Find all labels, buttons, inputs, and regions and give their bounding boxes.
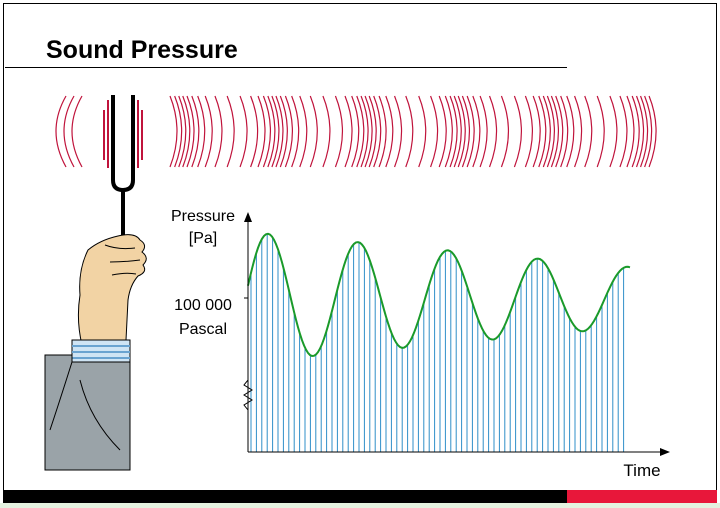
wave-arc — [532, 95, 541, 168]
wave-arc — [368, 95, 377, 168]
wave-arc — [239, 95, 248, 168]
wave-arc — [644, 95, 653, 168]
y-axis-label: Pressure — [171, 208, 235, 225]
footer-bar-black — [3, 490, 567, 503]
wave-arc — [574, 95, 583, 168]
wave-arc — [373, 95, 382, 168]
wave-arc — [299, 95, 308, 168]
wave-arc — [71, 95, 83, 168]
reference-unit: Pascal — [179, 321, 227, 338]
wave-arc — [596, 95, 605, 168]
wave-arc — [635, 95, 645, 168]
wave-arc — [524, 95, 533, 168]
wave-arc — [609, 95, 618, 168]
wave-arc — [257, 95, 266, 168]
wave-arc — [378, 95, 387, 168]
slide-title: Sound Pressure — [46, 36, 238, 64]
x-axis-label: Time — [623, 461, 660, 480]
wave-arc — [560, 95, 569, 168]
wave-arc — [566, 95, 575, 168]
wave-arc — [279, 95, 288, 168]
wave-arc — [648, 95, 657, 168]
wave-arc — [322, 95, 331, 168]
y-axis-unit: [Pa] — [189, 230, 217, 247]
wave-arc — [275, 95, 284, 168]
wave-arc — [418, 95, 427, 168]
wave-arc — [309, 95, 318, 168]
wave-arc — [267, 95, 276, 168]
wave-arc — [334, 95, 343, 168]
wave-arc — [479, 95, 488, 168]
wave-arc — [453, 95, 462, 168]
footer-strip — [0, 503, 720, 508]
wave-arc — [546, 95, 555, 168]
reference-value: 100 000 — [174, 297, 232, 314]
wave-arc — [55, 95, 67, 168]
pressure-bars — [250, 233, 625, 452]
wave-arc — [542, 95, 551, 168]
hand — [44, 234, 147, 471]
wave-arc — [626, 95, 635, 168]
wave-arc — [500, 95, 509, 168]
wave-arc — [169, 95, 178, 168]
wave-arc — [472, 95, 481, 168]
wave-arc — [466, 95, 475, 168]
wave-arc — [538, 95, 547, 168]
wave-arc — [385, 95, 394, 168]
wave-arc — [204, 95, 213, 168]
wave-arc — [430, 95, 439, 168]
wave-arc — [356, 95, 365, 168]
wave-arc — [449, 95, 458, 168]
wave-arc — [444, 95, 453, 168]
wave-arc — [344, 95, 353, 168]
wave-arc — [461, 95, 470, 168]
wave-arc — [226, 95, 235, 168]
wave-arc — [186, 95, 195, 168]
wave-arc — [250, 95, 259, 168]
wave-arc — [284, 95, 293, 168]
wave-arc — [405, 95, 414, 168]
wave-arc — [178, 95, 187, 168]
wave-arc — [182, 95, 191, 168]
wave-arc — [364, 95, 373, 168]
wave-arc — [291, 95, 300, 168]
axes — [243, 212, 670, 456]
wave-arc — [271, 95, 280, 168]
wave-arc — [488, 95, 498, 168]
wave-arc — [63, 95, 75, 168]
pressure-curve — [247, 232, 631, 358]
wave-arc — [197, 95, 206, 168]
sound-waves — [55, 95, 657, 168]
wave-arc — [639, 95, 649, 168]
wave-arc — [619, 95, 628, 168]
wave-arc — [174, 95, 183, 168]
tuning-fork — [103, 95, 143, 240]
wave-arc — [262, 95, 271, 168]
wave-arc — [584, 95, 593, 168]
wave-arc — [513, 95, 522, 168]
wave-arc — [351, 95, 360, 168]
wave-arc — [631, 95, 640, 168]
wave-arc — [393, 95, 403, 168]
footer-bar-red — [567, 490, 717, 503]
wave-arc — [438, 95, 447, 168]
wave-arc — [550, 95, 559, 168]
wave-arc — [191, 95, 200, 168]
wave-arc — [457, 95, 466, 168]
wave-arc — [555, 95, 564, 168]
wave-arc — [360, 95, 369, 168]
wave-arc — [214, 95, 223, 168]
